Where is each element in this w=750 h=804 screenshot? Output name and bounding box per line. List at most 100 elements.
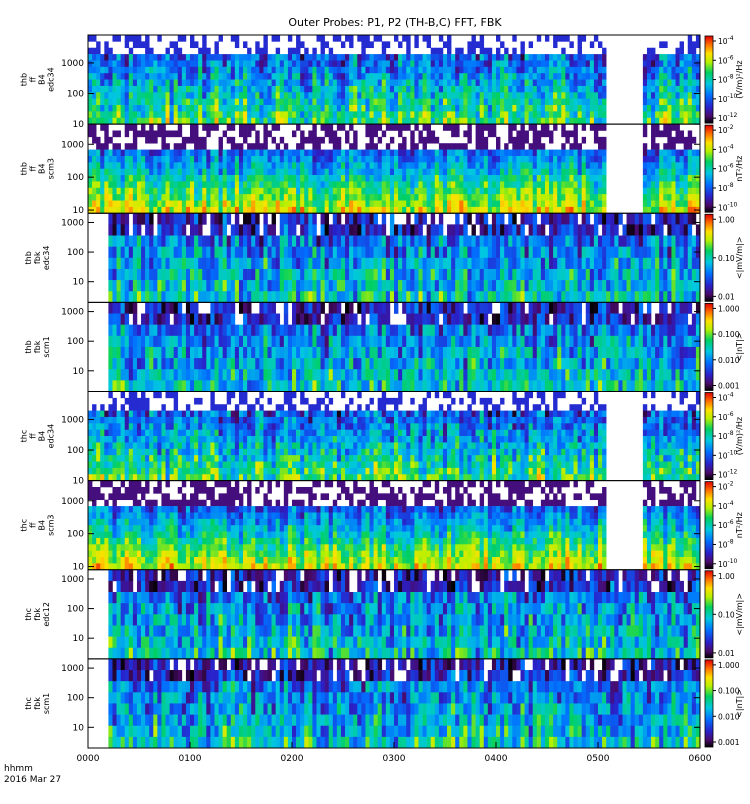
heatmap-cell xyxy=(590,194,594,201)
heatmap-cell xyxy=(325,175,329,182)
heatmap-cell xyxy=(357,73,361,80)
heatmap-cell xyxy=(153,80,157,87)
heatmap-cell xyxy=(292,207,296,214)
heatmap-cell xyxy=(231,156,235,163)
heatmap-cell xyxy=(239,291,243,302)
heatmap-cell xyxy=(259,60,263,67)
heatmap-cell xyxy=(125,258,129,269)
heatmap-cell xyxy=(472,181,476,188)
heatmap-cell xyxy=(472,269,476,280)
heatmap-cell xyxy=(296,156,300,163)
heatmap-cell xyxy=(676,188,680,195)
heatmap-cell xyxy=(100,67,104,74)
heatmap-cell xyxy=(210,207,214,214)
heatmap-cell xyxy=(435,48,439,55)
heatmap-cell xyxy=(394,92,398,99)
heatmap-cell xyxy=(565,130,569,137)
heatmap-cell xyxy=(418,130,422,137)
heatmap-cell xyxy=(96,150,100,157)
heatmap-cell xyxy=(386,118,390,125)
heatmap-cell xyxy=(667,280,671,291)
heatmap-cell xyxy=(512,236,516,247)
heatmap-cell xyxy=(667,224,671,235)
heatmap-cell xyxy=(133,41,137,48)
heatmap-cell xyxy=(467,118,471,125)
heatmap-cell xyxy=(476,201,480,208)
heatmap-cell xyxy=(496,201,500,208)
heatmap-cell xyxy=(300,86,304,93)
heatmap-cell xyxy=(316,67,320,74)
heatmap-cell xyxy=(402,201,406,208)
heatmap-cell xyxy=(361,280,365,291)
heatmap-cell xyxy=(104,188,108,195)
heatmap-cell xyxy=(394,258,398,269)
heatmap-cell xyxy=(349,207,353,214)
heatmap-cell xyxy=(398,111,402,118)
heatmap-cell xyxy=(414,169,418,176)
heatmap-cell xyxy=(117,347,121,358)
heatmap-cell xyxy=(414,236,418,247)
heatmap-cell xyxy=(161,162,165,169)
heatmap-cell xyxy=(190,41,194,48)
heatmap-cell xyxy=(423,156,427,163)
heatmap-cell xyxy=(321,137,325,144)
heatmap-cell xyxy=(525,169,529,176)
heatmap-cell xyxy=(255,280,259,291)
heatmap-cell xyxy=(541,80,545,87)
heatmap-cell xyxy=(525,207,529,214)
heatmap-cell xyxy=(276,111,280,118)
heatmap-cell xyxy=(557,201,561,208)
heatmap-cell xyxy=(121,236,125,247)
heatmap-cell xyxy=(276,280,280,291)
heatmap-cell xyxy=(365,99,369,106)
heatmap-cell xyxy=(382,175,386,182)
y-tick-label: 100 xyxy=(67,173,84,183)
heatmap-cell xyxy=(190,150,194,157)
heatmap-cell xyxy=(227,201,231,208)
heatmap-cell xyxy=(186,73,190,80)
heatmap-cell xyxy=(96,207,100,214)
heatmap-cell xyxy=(137,80,141,87)
heatmap-cell xyxy=(627,258,631,269)
heatmap-cell xyxy=(194,269,198,280)
heatmap-cell xyxy=(280,269,284,280)
heatmap-cell xyxy=(671,247,675,258)
heatmap-cell xyxy=(402,124,406,131)
heatmap-cell xyxy=(235,162,239,169)
heatmap-cell xyxy=(190,280,194,291)
heatmap-cell xyxy=(329,60,333,67)
heatmap-cell xyxy=(202,54,206,61)
heatmap-cell xyxy=(529,67,533,74)
heatmap-cell xyxy=(659,73,663,80)
heatmap-cell xyxy=(529,80,533,87)
heatmap-cell xyxy=(651,48,655,55)
heatmap-cell xyxy=(692,291,696,302)
heatmap-cell xyxy=(463,150,467,157)
heatmap-cell xyxy=(394,80,398,87)
heatmap-cell xyxy=(435,291,439,302)
heatmap-cell xyxy=(618,247,622,258)
heatmap-cell xyxy=(296,54,300,61)
heatmap-cell xyxy=(386,291,390,302)
heatmap-cell xyxy=(427,130,431,137)
heatmap-cell xyxy=(590,247,594,258)
heatmap-cell xyxy=(272,124,276,131)
heatmap-cell xyxy=(198,194,202,201)
heatmap-cell xyxy=(296,80,300,87)
heatmap-cell xyxy=(463,181,467,188)
heatmap-cell xyxy=(239,369,243,380)
heatmap-cell xyxy=(414,213,418,224)
heatmap-cell xyxy=(529,111,533,118)
heatmap-cell xyxy=(594,258,598,269)
heatmap-cell xyxy=(206,380,210,391)
heatmap-cell xyxy=(512,60,516,67)
heatmap-cell xyxy=(96,181,100,188)
heatmap-cell xyxy=(341,124,345,131)
heatmap-cell xyxy=(394,86,398,93)
heatmap-cell xyxy=(117,314,121,325)
heatmap-cell xyxy=(125,175,129,182)
heatmap-cell xyxy=(88,130,92,137)
heatmap-cell xyxy=(386,258,390,269)
heatmap-cell xyxy=(112,258,116,269)
heatmap-cell xyxy=(463,258,467,269)
